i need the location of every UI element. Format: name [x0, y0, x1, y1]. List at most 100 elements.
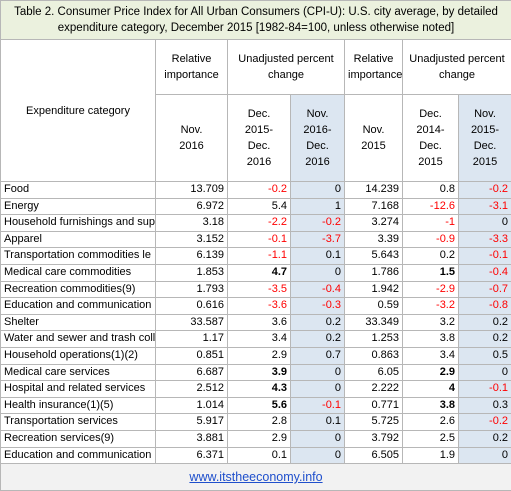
category-cell: Energy	[0, 197, 156, 216]
value-cell: 6.05	[344, 363, 403, 382]
value-cell: 5.643	[344, 247, 403, 265]
group-header: Unadjusted percent change	[401, 39, 511, 95]
value-cell: -1	[402, 214, 459, 232]
value-cell: 1.786	[344, 263, 403, 282]
value-cell: -3.6	[227, 297, 291, 315]
value-cell: 1.253	[344, 330, 403, 348]
value-cell: 0	[290, 380, 345, 398]
value-cell: 0.1	[290, 247, 345, 265]
value-cell: 2.9	[227, 429, 291, 448]
value-cell: 3.6	[227, 313, 291, 332]
value-cell: 5.4	[227, 197, 291, 216]
table-row: Household operations(1)(2) 0.851 2.9 0.7 0.8…	[0, 346, 511, 365]
value-cell: 3.792	[344, 429, 403, 448]
column-header: Nov. 2015- Dec. 2015	[457, 94, 511, 182]
table-row: Household furnishings and sup 3.18 -2.2 -0.…	[0, 214, 511, 232]
value-cell: 14.239	[344, 181, 403, 199]
value-cell: 1.942	[344, 280, 403, 299]
value-cell: 0.616	[155, 297, 228, 315]
group-header: Relative importance	[155, 39, 228, 95]
value-cell: 1.17	[155, 330, 228, 348]
value-cell: 4.7	[227, 263, 291, 282]
value-cell: 0.851	[155, 346, 228, 365]
value-cell: 13.709	[155, 181, 228, 199]
table-row: Hospital and related services 2.512 4.3 0 2.…	[0, 380, 511, 398]
value-cell: 3.4	[402, 346, 459, 365]
value-cell: 3.8	[402, 330, 459, 348]
category-cell: Transportation commodities le	[0, 247, 156, 265]
value-cell: 0.7	[290, 346, 345, 365]
value-cell: 3.881	[155, 429, 228, 448]
footer-link[interactable]: www.itstheeconomy.info	[189, 470, 323, 485]
value-cell: -0.1	[290, 396, 345, 415]
value-cell: 3.2	[402, 313, 459, 332]
column-header: Dec. 2014- Dec. 2015	[402, 94, 459, 182]
value-cell: -1.1	[227, 247, 291, 265]
value-cell: 0	[290, 429, 345, 448]
value-cell: 0.2	[457, 330, 511, 348]
category-cell: Recreation services(9)	[0, 429, 156, 448]
table-row: Apparel 3.152 -0.1 -3.7 3.39 -0.9 -3.3	[0, 230, 511, 249]
value-cell: 0.59	[344, 297, 403, 315]
value-cell: 2.8	[227, 413, 291, 431]
value-cell: 0	[457, 214, 511, 232]
value-cell: -0.3	[290, 297, 345, 315]
value-cell: 5.725	[344, 413, 403, 431]
value-cell: 1.5	[402, 263, 459, 282]
value-cell: 0	[290, 263, 345, 282]
value-cell: 0	[457, 446, 511, 465]
value-cell: 4.3	[227, 380, 291, 398]
category-cell: Recreation commodities(9)	[0, 280, 156, 299]
value-cell: 0.863	[344, 346, 403, 365]
value-cell: 0.8	[402, 181, 459, 199]
value-cell: -0.8	[457, 297, 511, 315]
value-cell: 0.2	[290, 330, 345, 348]
value-cell: 6.139	[155, 247, 228, 265]
group-header: Relative importance	[344, 39, 403, 95]
value-cell: -0.2	[457, 413, 511, 431]
value-cell: -3.1	[457, 197, 511, 216]
value-cell: -0.2	[227, 181, 291, 199]
value-cell: 0.2	[457, 429, 511, 448]
column-header: Nov. 2015	[344, 94, 403, 182]
value-cell: 5.917	[155, 413, 228, 431]
value-cell: -3.7	[290, 230, 345, 249]
category-cell: Household operations(1)(2)	[0, 346, 156, 365]
value-cell: 3.4	[227, 330, 291, 348]
value-cell: 2.9	[227, 346, 291, 365]
value-cell: -0.1	[457, 380, 511, 398]
column-header: Nov. 2016- Dec. 2016	[290, 94, 345, 182]
value-cell: 0.3	[457, 396, 511, 415]
value-cell: -2.2	[227, 214, 291, 232]
category-cell: Health insurance(1)(5)	[0, 396, 156, 415]
table-body: Food 13.709 -0.2 0 14.239 0.8 -0.2 Energy 6.972 5…	[0, 181, 511, 465]
table-row: Education and communication 0.616 -3.6 -0.3…	[0, 297, 511, 315]
column-header: Dec. 2015- Dec. 2016	[227, 94, 291, 182]
value-cell: 2.5	[402, 429, 459, 448]
value-cell: 3.39	[344, 230, 403, 249]
value-cell: 0.2	[457, 313, 511, 332]
category-cell: Medical care commodities	[0, 263, 156, 282]
table-row: Food 13.709 -0.2 0 14.239 0.8 -0.2	[0, 181, 511, 199]
value-cell: -0.1	[457, 247, 511, 265]
value-cell: -0.4	[290, 280, 345, 299]
value-cell: 0.2	[290, 313, 345, 332]
value-cell: 6.371	[155, 446, 228, 465]
value-cell: 1	[290, 197, 345, 216]
value-cell: 3.8	[402, 396, 459, 415]
value-cell: 0.1	[227, 446, 291, 465]
value-cell: -0.2	[290, 214, 345, 232]
value-cell: 0.2	[402, 247, 459, 265]
table-row: Recreation commodities(9) 1.793 -3.5 -0.4 1.…	[0, 280, 511, 299]
table-row: Shelter 33.587 3.6 0.2 33.349 3.2 0.2	[0, 313, 511, 332]
table-row: Transportation services 5.917 2.8 0.1 5.725 2…	[0, 413, 511, 431]
value-cell: 2.6	[402, 413, 459, 431]
category-header: Expenditure category	[0, 39, 156, 182]
value-cell: 6.972	[155, 197, 228, 216]
group-header: Unadjusted percent change	[227, 39, 345, 95]
value-cell: 1.9	[402, 446, 459, 465]
value-cell: 4	[402, 380, 459, 398]
value-cell: -0.7	[457, 280, 511, 299]
